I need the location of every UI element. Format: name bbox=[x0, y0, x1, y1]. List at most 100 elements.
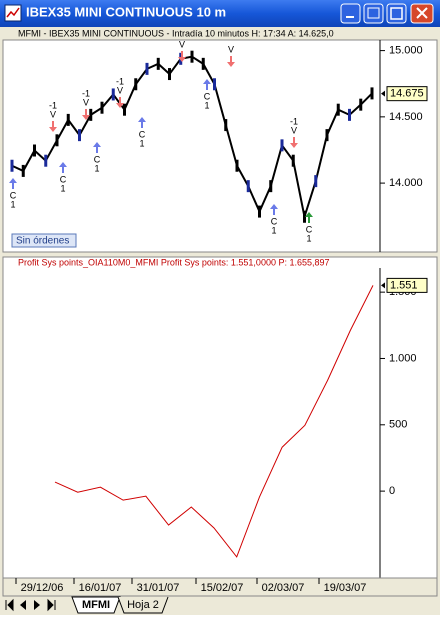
time-axis-bar bbox=[2, 577, 438, 597]
signal-label: C bbox=[94, 154, 101, 164]
nav-next[interactable] bbox=[34, 600, 40, 610]
price-bar bbox=[336, 103, 340, 116]
app-icon-glyph bbox=[6, 7, 20, 18]
signal-label: 1 bbox=[94, 163, 99, 173]
signal-label: V bbox=[291, 125, 297, 135]
price-header: MFMI - IBEX35 MINI CONTINUOUS - Intradía… bbox=[18, 28, 334, 38]
price-bar bbox=[134, 78, 138, 91]
maximize-button[interactable] bbox=[386, 3, 407, 24]
price-bar bbox=[55, 134, 59, 147]
price-bar bbox=[78, 129, 81, 142]
panel-splitter bbox=[3, 253, 437, 257]
equity-panel bbox=[2, 256, 438, 579]
price-bar bbox=[213, 78, 216, 91]
signal-label: -1 bbox=[82, 88, 90, 98]
price-bar bbox=[258, 205, 261, 218]
orders-button[interactable] bbox=[11, 233, 77, 248]
nav-prev[interactable] bbox=[20, 600, 26, 610]
price-bar bbox=[21, 164, 25, 177]
signal-label: 1 bbox=[139, 138, 144, 148]
signal-label: 1 bbox=[204, 100, 209, 110]
price-bar bbox=[246, 180, 250, 193]
minimize-button[interactable] bbox=[340, 3, 361, 24]
minimize-glyph bbox=[346, 16, 354, 18]
last-value-pointer bbox=[381, 90, 385, 97]
signal-label: V bbox=[228, 44, 234, 54]
price-bar bbox=[123, 103, 126, 116]
sell-arrow bbox=[82, 109, 90, 120]
time-label: 19/03/07 bbox=[324, 582, 367, 594]
price-bar bbox=[201, 57, 205, 70]
signal-label: V bbox=[50, 109, 56, 119]
buy-arrow bbox=[305, 212, 313, 223]
last-value-box bbox=[386, 277, 428, 293]
price-bar bbox=[44, 154, 48, 167]
signal-label: -1 bbox=[116, 76, 124, 86]
y-tick-label: 500 bbox=[389, 419, 407, 431]
price-bar bbox=[89, 108, 93, 121]
y-tick-label: 1.000 bbox=[389, 352, 417, 364]
signal-label: V bbox=[117, 85, 123, 95]
price-bar bbox=[280, 139, 284, 152]
signal-label: 1 bbox=[10, 199, 15, 209]
price-bar bbox=[314, 175, 318, 188]
price-bar bbox=[100, 101, 104, 114]
signal-label: C bbox=[10, 190, 17, 200]
time-label: 29/12/06 bbox=[21, 582, 64, 594]
price-bar bbox=[111, 88, 115, 101]
buy-arrow bbox=[9, 178, 17, 189]
equity-header: Profit Sys points_OIA110M0_MFMI Profit S… bbox=[18, 257, 330, 267]
sell-arrow bbox=[178, 51, 186, 62]
tab[interactable] bbox=[117, 596, 169, 614]
signal-label: C bbox=[271, 216, 278, 226]
signal-label: -1 bbox=[290, 116, 298, 126]
price-bar bbox=[348, 108, 351, 121]
price-bar bbox=[145, 62, 149, 75]
last-value-label: 14.675 bbox=[390, 88, 424, 100]
price-header-bar bbox=[3, 28, 437, 39]
price-bar bbox=[10, 159, 14, 172]
signal-label: -1 bbox=[49, 100, 57, 110]
restore-glyph bbox=[367, 7, 380, 19]
price-bar bbox=[291, 154, 295, 167]
sell-arrow bbox=[116, 97, 124, 108]
price-bar bbox=[224, 119, 228, 132]
signal-label: V bbox=[179, 39, 185, 49]
y-tick-label: 0 bbox=[389, 485, 395, 497]
nav-last[interactable] bbox=[47, 598, 56, 612]
price-bar bbox=[156, 57, 160, 70]
nav-first[interactable] bbox=[5, 598, 14, 612]
price-bar bbox=[168, 68, 171, 81]
price-bar bbox=[269, 180, 273, 193]
signal-label: C bbox=[139, 129, 146, 139]
time-label: 15/02/07 bbox=[201, 582, 244, 594]
price-bar bbox=[370, 87, 374, 100]
tab-active[interactable] bbox=[71, 596, 121, 614]
buy-arrow bbox=[203, 79, 211, 90]
last-value-label: 1.551 bbox=[390, 279, 418, 291]
price-panel bbox=[2, 39, 438, 253]
price-bar bbox=[303, 210, 306, 223]
buy-arrow bbox=[270, 204, 278, 215]
sell-arrow bbox=[290, 137, 298, 148]
signal-label: 1 bbox=[60, 183, 65, 193]
sell-arrow bbox=[227, 56, 235, 67]
time-label: 16/01/07 bbox=[79, 582, 122, 594]
signal-label: C bbox=[306, 224, 313, 234]
tab-bar bbox=[0, 597, 440, 615]
buy-arrow bbox=[138, 117, 146, 128]
price-bar bbox=[33, 144, 36, 157]
buy-arrow bbox=[93, 142, 101, 153]
orders-button-label: Sin órdenes bbox=[16, 236, 69, 247]
sheet-navigation bbox=[5, 598, 56, 612]
price-bar bbox=[325, 129, 329, 142]
buy-arrow bbox=[59, 162, 67, 173]
price-bar bbox=[190, 50, 194, 63]
restore-button[interactable] bbox=[363, 3, 384, 24]
signal-label: V bbox=[83, 97, 89, 107]
y-tick-label: 15.000 bbox=[389, 45, 423, 57]
signal-label: C bbox=[60, 174, 67, 184]
time-label: 02/03/07 bbox=[262, 582, 305, 594]
sell-arrow bbox=[49, 121, 57, 132]
